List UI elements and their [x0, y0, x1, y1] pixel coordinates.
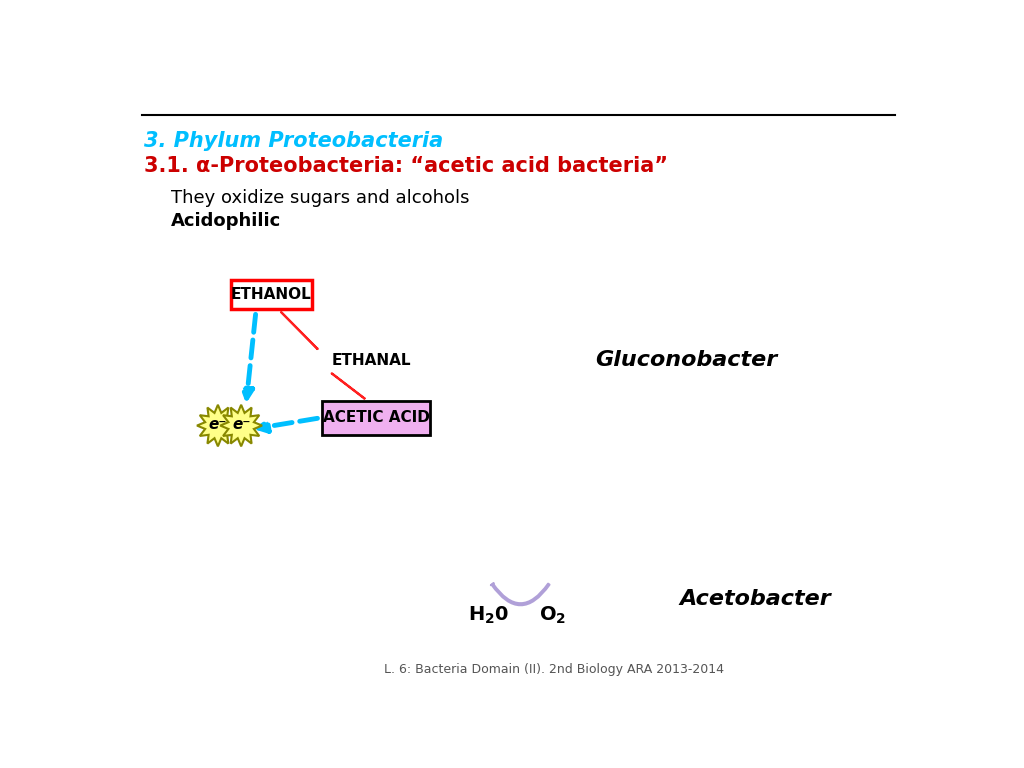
FancyBboxPatch shape — [322, 401, 430, 435]
Text: $\mathbf{H_20}$: $\mathbf{H_20}$ — [468, 605, 509, 626]
Text: ETHANOL: ETHANOL — [231, 287, 311, 302]
Text: 3. Phylum Proteobacteria: 3. Phylum Proteobacteria — [143, 131, 442, 151]
FancyBboxPatch shape — [231, 280, 311, 310]
FancyArrowPatch shape — [490, 583, 550, 605]
Text: L. 6: Bacteria Domain (II). 2nd Biology ARA 2013-2014: L. 6: Bacteria Domain (II). 2nd Biology … — [384, 663, 724, 676]
Text: ACETIC ACID: ACETIC ACID — [323, 410, 429, 425]
Text: Gluconobacter: Gluconobacter — [595, 350, 777, 370]
Text: ETHANAL: ETHANAL — [332, 353, 412, 368]
Polygon shape — [197, 405, 239, 446]
Text: e⁻: e⁻ — [209, 416, 227, 432]
Text: e⁻: e⁻ — [232, 416, 250, 432]
Text: Acidophilic: Acidophilic — [171, 212, 281, 230]
Text: Acetobacter: Acetobacter — [680, 589, 831, 609]
Text: 3.1. α-Proteobacteria: “acetic acid bacteria”: 3.1. α-Proteobacteria: “acetic acid bact… — [143, 156, 668, 176]
Text: $\mathbf{O_2}$: $\mathbf{O_2}$ — [539, 605, 566, 626]
Polygon shape — [220, 405, 262, 446]
Text: They oxidize sugars and alcohols: They oxidize sugars and alcohols — [171, 189, 469, 207]
